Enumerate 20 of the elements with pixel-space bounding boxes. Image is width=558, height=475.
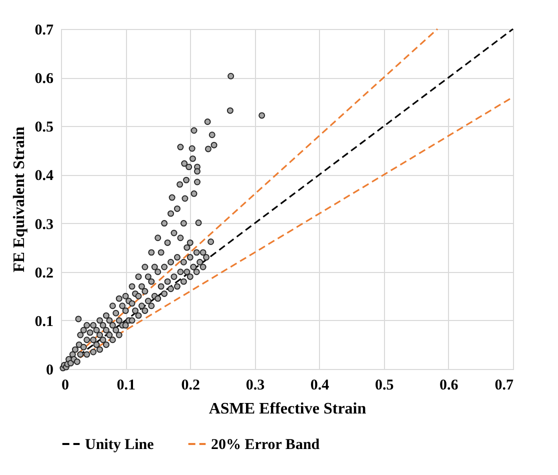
x-axis-title: ASME Effective Strain [208, 400, 366, 418]
x-tick-label: 0.1 [116, 378, 136, 394]
x-tick-label: 0.2 [181, 378, 200, 394]
y-tick-label: 0.1 [34, 314, 54, 330]
x-tick-label: 0.4 [310, 378, 330, 394]
y-tick-label: 0.3 [34, 216, 54, 233]
legend-label: Unity Line [85, 437, 154, 453]
x-tick-label: 0 [62, 378, 69, 394]
x-tick-label: 0.5 [374, 378, 394, 394]
y-tick-label: 0 [46, 362, 54, 378]
legend-label: 20% Error Band [211, 437, 320, 453]
y-tick-label: 0.4 [34, 168, 54, 184]
x-tick-label: 0.7 [494, 378, 514, 394]
x-tick-label: 0.3 [246, 378, 265, 394]
y-axis-title: FE Equivalent Strain [10, 126, 28, 272]
y-tick-label: 0.7 [34, 22, 54, 38]
y-tick-label: 0.5 [34, 120, 54, 136]
y-tick-label: 0.6 [34, 71, 54, 88]
x-tick-label: 0.6 [440, 378, 459, 394]
y-tick-label: 0.2 [34, 265, 54, 282]
